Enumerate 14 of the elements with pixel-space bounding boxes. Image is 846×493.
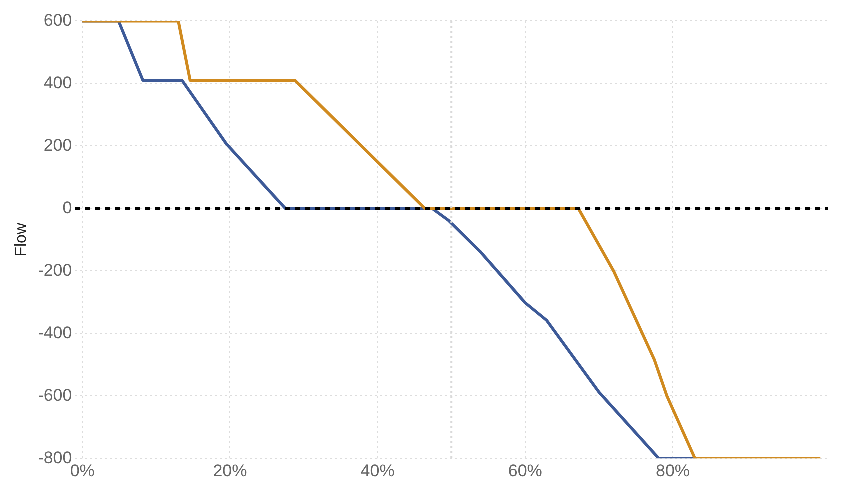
- y-tick-label: 0: [62, 198, 72, 218]
- y-tick-label: 400: [44, 73, 72, 92]
- x-tick-label: 60%: [508, 461, 542, 480]
- y-tick-label: 200: [44, 136, 72, 155]
- y-tick-label: 600: [44, 10, 72, 30]
- y-tick-label: -600: [38, 386, 72, 405]
- x-tick-label: 0%: [70, 461, 95, 480]
- x-tick-label: 80%: [656, 461, 690, 480]
- y-tick-label: -400: [38, 323, 72, 342]
- x-tick-label: 40%: [360, 461, 395, 480]
- y-axis-title: Flow: [13, 222, 30, 257]
- y-tick-label: -800: [38, 448, 72, 468]
- y-tick-label: -200: [38, 260, 72, 280]
- x-tick-label: 20%: [213, 461, 248, 480]
